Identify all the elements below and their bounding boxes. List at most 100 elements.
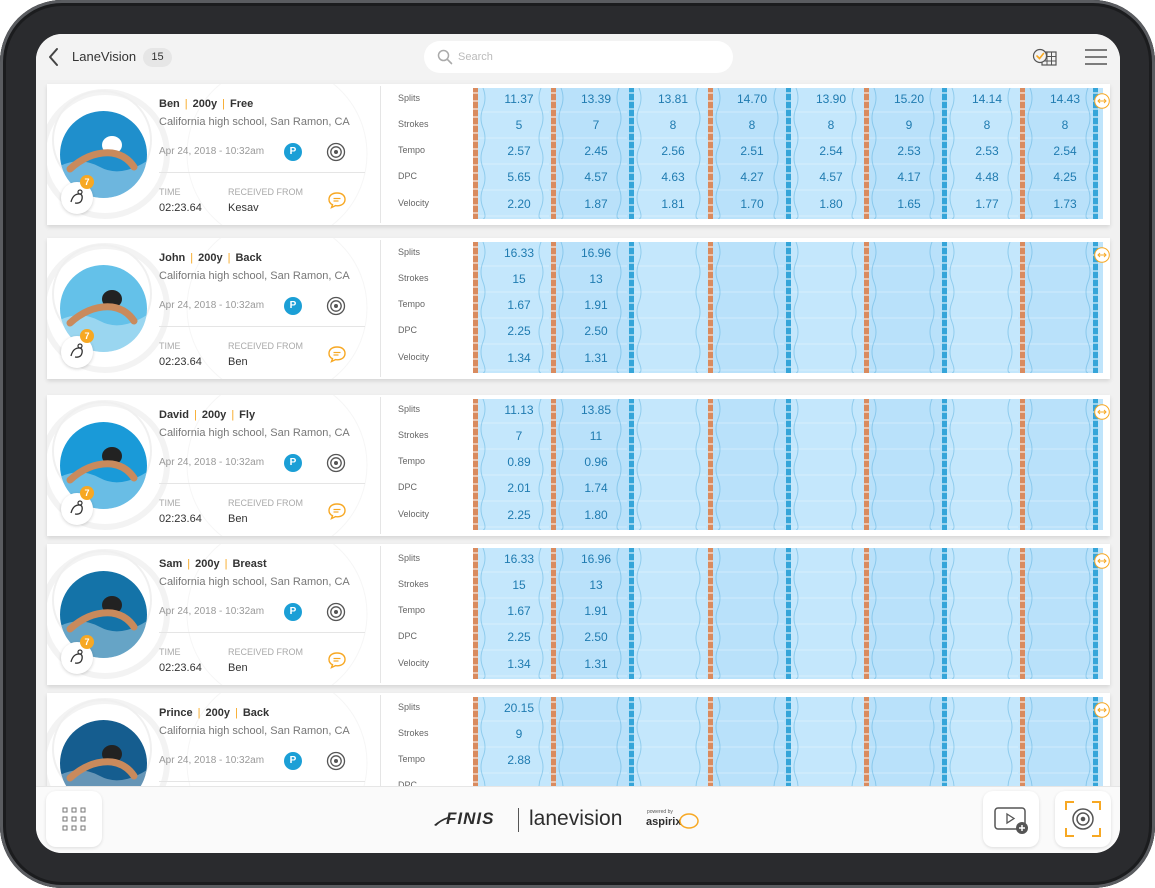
lap-velocity-value: 1.65 — [897, 197, 921, 211]
swimmer-card[interactable]: 7 David | 200y | Fly California high school, S… — [47, 395, 1110, 536]
chat-icon[interactable] — [327, 502, 347, 520]
swimmer-card[interactable]: 7 Ben | 200y | Free California high school, Sa… — [47, 84, 1110, 225]
avatar-ring — [52, 699, 152, 786]
notification-count-badge: 7 — [80, 329, 94, 343]
swimmer-stroke-icon — [70, 189, 83, 204]
lap-split-value: 16.96 — [580, 246, 612, 260]
swimmer-name-line: John | 200y | Back — [159, 252, 262, 264]
search-input[interactable] — [458, 48, 718, 66]
p-badge[interactable]: P — [284, 454, 302, 472]
avatar[interactable] — [60, 422, 147, 509]
hamburger-menu-icon[interactable] — [1084, 48, 1108, 66]
swimmer-card[interactable]: 7 Sam | 200y | Breast California high school, … — [47, 544, 1110, 685]
lap-strokes-value: 13 — [589, 272, 603, 286]
chat-icon[interactable] — [327, 651, 347, 669]
divider — [159, 781, 365, 782]
expand-horizontal-icon[interactable] — [1094, 404, 1110, 420]
p-badge[interactable]: P — [284, 603, 302, 621]
swimmer-card[interactable]: 7 John | 200y | Back California high school, S… — [47, 238, 1110, 379]
lap-velocity-value: 1.34 — [507, 657, 531, 671]
target-icon[interactable] — [326, 602, 346, 622]
metric-label: Strokes — [398, 273, 429, 283]
target-icon[interactable] — [326, 296, 346, 316]
swim-time-value: 02:23.64 — [159, 356, 202, 368]
chat-icon[interactable] — [327, 345, 347, 363]
expand-horizontal-icon[interactable] — [1094, 553, 1110, 569]
finis-logo-text: FINIS — [446, 809, 495, 828]
add-video-button[interactable] — [983, 791, 1039, 847]
p-badge[interactable]: P — [284, 143, 302, 161]
column-divider — [380, 397, 381, 534]
swim-stroke-button[interactable] — [61, 336, 93, 368]
column-divider — [380, 240, 381, 377]
brand-divider — [518, 808, 519, 832]
metric-label: Strokes — [398, 579, 429, 589]
lap-velocity-value: 1.87 — [584, 197, 608, 211]
lap-strokes-value: 9 — [905, 118, 913, 132]
pool-lanes-chart: 16.33 15 1.67 2.25 1.34 16.96 13 1.91 2.50 1.31 — [473, 548, 1103, 679]
lap-split-value: 16.33 — [503, 246, 535, 260]
search-bar[interactable] — [424, 41, 733, 73]
swimmer-stroke-icon — [70, 343, 83, 358]
metric-label: Tempo — [398, 299, 426, 309]
metric-label: Strokes — [398, 430, 429, 440]
bottom-bar: FINIS lanevision powered by aspirix — [36, 786, 1120, 853]
grid-view-button[interactable] — [46, 791, 102, 847]
swimmer-photo — [60, 422, 147, 509]
lap-velocity-value: 1.31 — [584, 657, 608, 671]
separator: | — [184, 98, 188, 110]
lap-split-value: 11.13 — [504, 403, 534, 417]
metric-label: Tempo — [398, 605, 426, 615]
received-from-label: RECEIVED FROM — [228, 187, 304, 197]
filter-table-icon[interactable] — [1032, 47, 1058, 67]
separator: | — [231, 409, 235, 421]
swimmer-card[interactable]: Prince | 200y | Back California high school, … — [47, 693, 1110, 786]
separator: | — [234, 707, 238, 719]
expand-horizontal-icon[interactable] — [1094, 93, 1110, 109]
lap-tempo-value: 1.67 — [507, 298, 531, 312]
lap-dpc-value: 4.63 — [661, 170, 685, 184]
time-label: TIME — [159, 187, 181, 197]
pool-lanes-graphic — [473, 697, 1098, 786]
separator: | — [193, 409, 197, 421]
target-icon[interactable] — [326, 453, 346, 473]
lap-strokes-value: 8 — [748, 118, 756, 132]
time-label: TIME — [159, 647, 181, 657]
lap-split-value: 20.15 — [503, 701, 535, 715]
metric-label: Velocity — [398, 352, 430, 362]
swimmer-stroke-icon — [70, 500, 83, 515]
metric-label: Tempo — [398, 754, 426, 764]
expand-horizontal-icon[interactable] — [1094, 247, 1110, 263]
received-from-value: Ben — [228, 513, 248, 525]
target-icon[interactable] — [326, 751, 346, 771]
back-arrow-icon[interactable] — [46, 47, 62, 67]
target-icon[interactable] — [326, 142, 346, 162]
aspirix-ring-icon — [679, 813, 699, 829]
p-badge[interactable]: P — [284, 297, 302, 315]
lap-dpc-value: 4.48 — [975, 170, 999, 184]
received-from-value: Kesav — [228, 202, 259, 214]
notification-count-badge: 7 — [80, 175, 94, 189]
lap-strokes-value: 8 — [669, 118, 677, 132]
scan-target-button[interactable] — [1055, 791, 1111, 847]
lap-velocity-value: 1.31 — [584, 351, 608, 365]
finis-swoosh-icon — [434, 817, 448, 826]
metric-label: DPC — [398, 631, 418, 641]
avatar[interactable] — [60, 720, 147, 786]
p-badge[interactable]: P — [284, 752, 302, 770]
metric-label: DPC — [398, 780, 418, 786]
chat-icon[interactable] — [327, 191, 347, 209]
expand-horizontal-icon[interactable] — [1094, 702, 1110, 718]
swim-stroke-type: Breast — [232, 558, 267, 570]
swim-distance: 200y — [198, 252, 223, 264]
separator: | — [227, 252, 231, 264]
lap-strokes-value: 8 — [983, 118, 991, 132]
pool-lanes-chart: 20.15 9 2.88 — [473, 697, 1103, 786]
received-from-value: Ben — [228, 662, 248, 674]
swim-time-value: 02:23.64 — [159, 662, 202, 674]
swimmer-list: 7 Ben | 200y | Free California high school, Sa… — [36, 80, 1120, 786]
lap-dpc-value: 4.27 — [740, 170, 764, 184]
pool-lanes-graphic — [473, 548, 1098, 679]
grid-icon — [62, 807, 86, 831]
